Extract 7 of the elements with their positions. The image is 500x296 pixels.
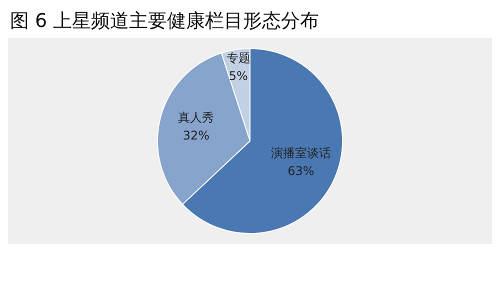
slice-label: 专题 xyxy=(226,51,250,66)
slice-label: 真人秀 xyxy=(178,110,214,124)
data-label: 63% xyxy=(288,164,314,178)
data-label: 5% xyxy=(228,69,248,84)
chart-title: 图 6 上星频道主要健康栏目形态分布 xyxy=(9,9,320,34)
data-label: 32% xyxy=(182,128,210,142)
slice-label: 演播室谈话 xyxy=(270,146,331,160)
